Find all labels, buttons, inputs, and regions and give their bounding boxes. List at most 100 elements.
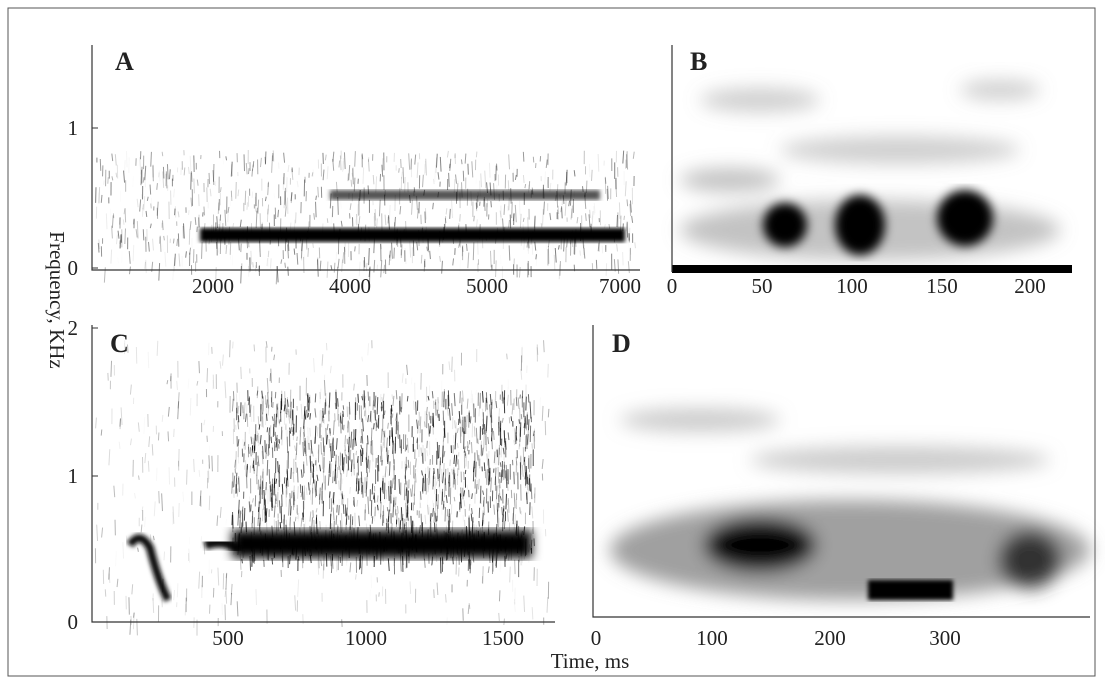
speckle [312,517,313,531]
speckle [635,242,636,248]
speckle [226,574,227,578]
speckle [447,151,448,158]
speckle [253,161,254,167]
speckle [345,444,346,450]
speckle [367,435,368,444]
speckle [295,446,296,451]
speckle [144,196,145,210]
speckle [368,497,369,515]
speckle [217,216,218,228]
speckle [331,463,332,474]
speckle [298,486,299,499]
speckle [393,441,394,454]
speckle [366,443,367,460]
speckle [301,518,302,527]
speckle [436,481,437,485]
speckle [342,550,343,566]
speckle [236,477,237,494]
speckle [410,581,411,594]
speckle [247,202,248,209]
speckle [488,437,489,444]
speckle [509,154,510,169]
speckle [373,533,374,548]
speckle [490,163,491,178]
x-tick-label: 4000 [329,274,371,298]
speckle [129,251,130,264]
speckle [274,506,275,518]
speckle [240,220,241,227]
speckle [190,248,191,255]
speckle [520,507,521,513]
speckle [459,411,460,423]
speckle [448,390,449,406]
speckle [317,427,318,436]
panel-label: D [612,329,631,358]
x-tick-label: 100 [836,274,868,298]
x-tick-label: 0 [667,274,678,298]
speckle [563,195,564,204]
speckle [525,416,526,429]
speckle [338,259,339,268]
speckle [290,493,291,506]
speckle [336,515,337,524]
speckle [474,426,475,436]
speckle [428,239,429,253]
speckle [446,495,447,503]
speckle [357,204,358,217]
speckle [139,475,140,479]
speckle [199,572,200,589]
speckle [276,266,277,284]
speckle [455,420,456,428]
speckle [528,477,529,485]
speckle [489,459,490,473]
speckle [433,179,434,184]
speckle [496,499,497,510]
speckle [268,392,269,408]
speckle [162,493,163,511]
speckle [271,437,272,443]
speckle [544,201,545,214]
speckle [163,244,164,252]
speckle [116,173,117,178]
speckle [458,244,459,248]
speckle [470,416,471,423]
speckle [483,448,484,456]
speckle [225,591,226,597]
speckle [316,458,317,471]
speckle [297,253,298,265]
speckle [467,545,468,556]
speckle [417,420,418,429]
speckle [528,234,529,251]
y-axis-label: Frequency, KHz [45,231,69,368]
speckle [250,447,251,456]
speckle [327,166,328,179]
speckle [201,536,202,548]
speckle [542,459,543,469]
speckle [302,486,303,500]
speckle [225,210,226,226]
speckle [524,596,525,612]
speckle [448,468,449,483]
speckle [465,470,466,474]
speckle [458,225,459,236]
speckle [197,381,198,386]
speckle [495,554,496,566]
speckle [328,474,329,486]
speckle [177,239,178,246]
speckle [254,345,255,352]
x-tick-label: 100 [696,626,728,650]
speckle [586,181,587,193]
speckle [362,556,363,574]
speckle [478,439,479,444]
speckle [290,555,291,564]
y-tick-label: 1 [68,116,79,140]
speckle [368,185,369,194]
speckle [369,532,370,541]
speckle [478,479,479,490]
speckle [251,251,252,265]
speckle [321,536,322,552]
speckle [476,219,477,227]
speckle [343,252,344,263]
speckle [301,492,302,497]
speckle [132,584,133,594]
